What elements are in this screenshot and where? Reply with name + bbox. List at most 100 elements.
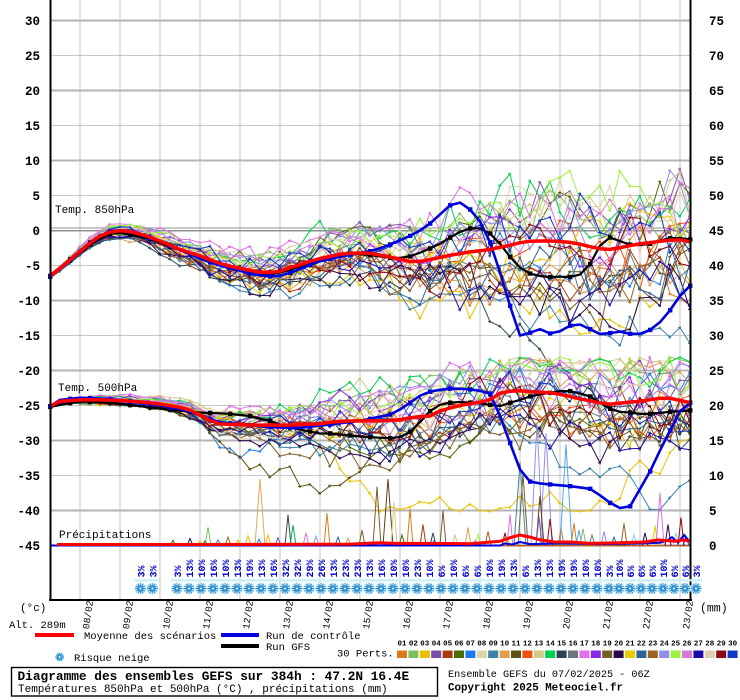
svg-text:10%: 10% [660, 559, 671, 577]
svg-text:6%: 6% [474, 565, 485, 577]
svg-text:-10: -10 [17, 295, 40, 309]
svg-text:-25: -25 [17, 400, 40, 414]
svg-text:17: 17 [580, 641, 589, 649]
svg-text:22: 22 [637, 641, 647, 649]
svg-text:Temp. 850hPa: Temp. 850hPa [55, 205, 135, 217]
svg-text:19%: 19% [246, 559, 257, 577]
svg-text:Run de contrôle: Run de contrôle [266, 631, 361, 643]
svg-text:45: 45 [709, 225, 724, 239]
svg-text:07: 07 [466, 641, 475, 649]
svg-text:22/02: 22/02 [641, 600, 656, 630]
svg-text:10%: 10% [222, 559, 233, 577]
svg-text:5: 5 [32, 190, 40, 204]
svg-text:40: 40 [709, 260, 724, 274]
svg-text:10%: 10% [486, 559, 497, 577]
svg-text:6%: 6% [682, 565, 693, 577]
svg-text:6%: 6% [522, 565, 533, 577]
svg-text:13: 13 [534, 641, 544, 649]
svg-text:6%: 6% [671, 565, 682, 577]
svg-text:13%: 13% [546, 559, 557, 577]
svg-text:10: 10 [709, 470, 724, 484]
svg-text:19%: 19% [498, 559, 509, 577]
svg-text:3%: 3% [137, 565, 148, 577]
svg-text:21: 21 [625, 641, 635, 649]
svg-text:12/02: 12/02 [241, 600, 256, 630]
svg-text:3%: 3% [174, 565, 185, 577]
svg-text:32%: 32% [282, 559, 293, 577]
svg-text:3%: 3% [606, 565, 617, 577]
svg-text:14: 14 [546, 641, 556, 649]
svg-text:20: 20 [709, 400, 724, 414]
svg-text:24: 24 [660, 641, 670, 649]
svg-text:10%: 10% [450, 559, 461, 577]
svg-text:18: 18 [591, 641, 601, 649]
svg-text:6%: 6% [638, 565, 649, 577]
svg-text:19%: 19% [558, 559, 569, 577]
svg-text:08/02: 08/02 [81, 600, 96, 630]
svg-text:10%: 10% [402, 559, 413, 577]
svg-text:25: 25 [25, 50, 40, 64]
svg-text:13%: 13% [366, 559, 377, 577]
svg-text:0: 0 [32, 225, 40, 239]
svg-text:-15: -15 [17, 330, 40, 344]
svg-text:10: 10 [25, 155, 40, 169]
svg-text:30: 30 [25, 15, 40, 29]
svg-text:29: 29 [717, 641, 727, 649]
svg-text:6%: 6% [462, 565, 473, 577]
svg-text:50: 50 [709, 190, 724, 204]
svg-text:Copyright 2025 Meteociel.fr: Copyright 2025 Meteociel.fr [448, 683, 623, 695]
svg-text:21/02: 21/02 [601, 600, 616, 630]
svg-text:06: 06 [454, 641, 464, 649]
svg-text:0: 0 [709, 540, 717, 554]
svg-text:10%: 10% [616, 559, 627, 577]
svg-text:13%: 13% [186, 559, 197, 577]
svg-text:-30: -30 [17, 435, 40, 449]
svg-text:13%: 13% [258, 559, 269, 577]
svg-text:16: 16 [568, 641, 578, 649]
svg-text:23/02: 23/02 [681, 600, 696, 630]
svg-text:08: 08 [477, 641, 487, 649]
svg-text:Diagramme des ensembles GEFS s: Diagramme des ensembles GEFS sur 384h : … [18, 669, 410, 684]
svg-text:-40: -40 [17, 505, 40, 519]
svg-text:19: 19 [603, 641, 613, 649]
svg-text:10%: 10% [582, 559, 593, 577]
svg-text:13%: 13% [510, 559, 521, 577]
svg-text:Run GFS: Run GFS [266, 642, 310, 654]
svg-text:02: 02 [409, 641, 419, 649]
svg-text:6%: 6% [649, 565, 660, 577]
svg-text:10%: 10% [390, 559, 401, 577]
svg-text:05: 05 [443, 641, 453, 649]
svg-text:13%: 13% [534, 559, 545, 577]
svg-text:03: 03 [420, 641, 430, 649]
svg-text:23: 23 [648, 641, 658, 649]
svg-text:55: 55 [709, 155, 724, 169]
svg-text:3%: 3% [149, 565, 160, 577]
svg-text:16%: 16% [210, 559, 221, 577]
svg-text:6%: 6% [438, 565, 449, 577]
svg-text:13%: 13% [330, 559, 341, 577]
svg-text:Températures 850hPa et 500hPa: Températures 850hPa et 500hPa (°C) , pré… [18, 684, 388, 696]
svg-text:15: 15 [557, 641, 567, 649]
svg-text:23%: 23% [342, 559, 353, 577]
svg-text:09/02: 09/02 [121, 600, 136, 630]
svg-text:70: 70 [709, 50, 724, 64]
svg-text:04: 04 [432, 641, 442, 649]
svg-text:Ensemble GEFS du 07/02/2025 -: Ensemble GEFS du 07/02/2025 - 06Z [448, 669, 650, 681]
svg-text:Risque neige: Risque neige [74, 653, 150, 665]
svg-text:10: 10 [500, 641, 510, 649]
svg-text:75: 75 [709, 15, 724, 29]
svg-text:16/02: 16/02 [401, 600, 416, 630]
svg-text:15/02: 15/02 [361, 600, 376, 630]
svg-text:30: 30 [728, 641, 738, 649]
svg-text:17/02: 17/02 [441, 600, 456, 630]
svg-text:30: 30 [709, 330, 724, 344]
svg-text:16%: 16% [378, 559, 389, 577]
svg-text:Précipitations: Précipitations [59, 530, 151, 542]
svg-text:25: 25 [709, 365, 724, 379]
svg-text:10%: 10% [198, 559, 209, 577]
svg-text:6%: 6% [627, 565, 638, 577]
svg-text:10/02: 10/02 [161, 600, 176, 630]
svg-text:29%: 29% [306, 559, 317, 577]
svg-text:11: 11 [511, 641, 521, 649]
svg-text:20: 20 [614, 641, 624, 649]
